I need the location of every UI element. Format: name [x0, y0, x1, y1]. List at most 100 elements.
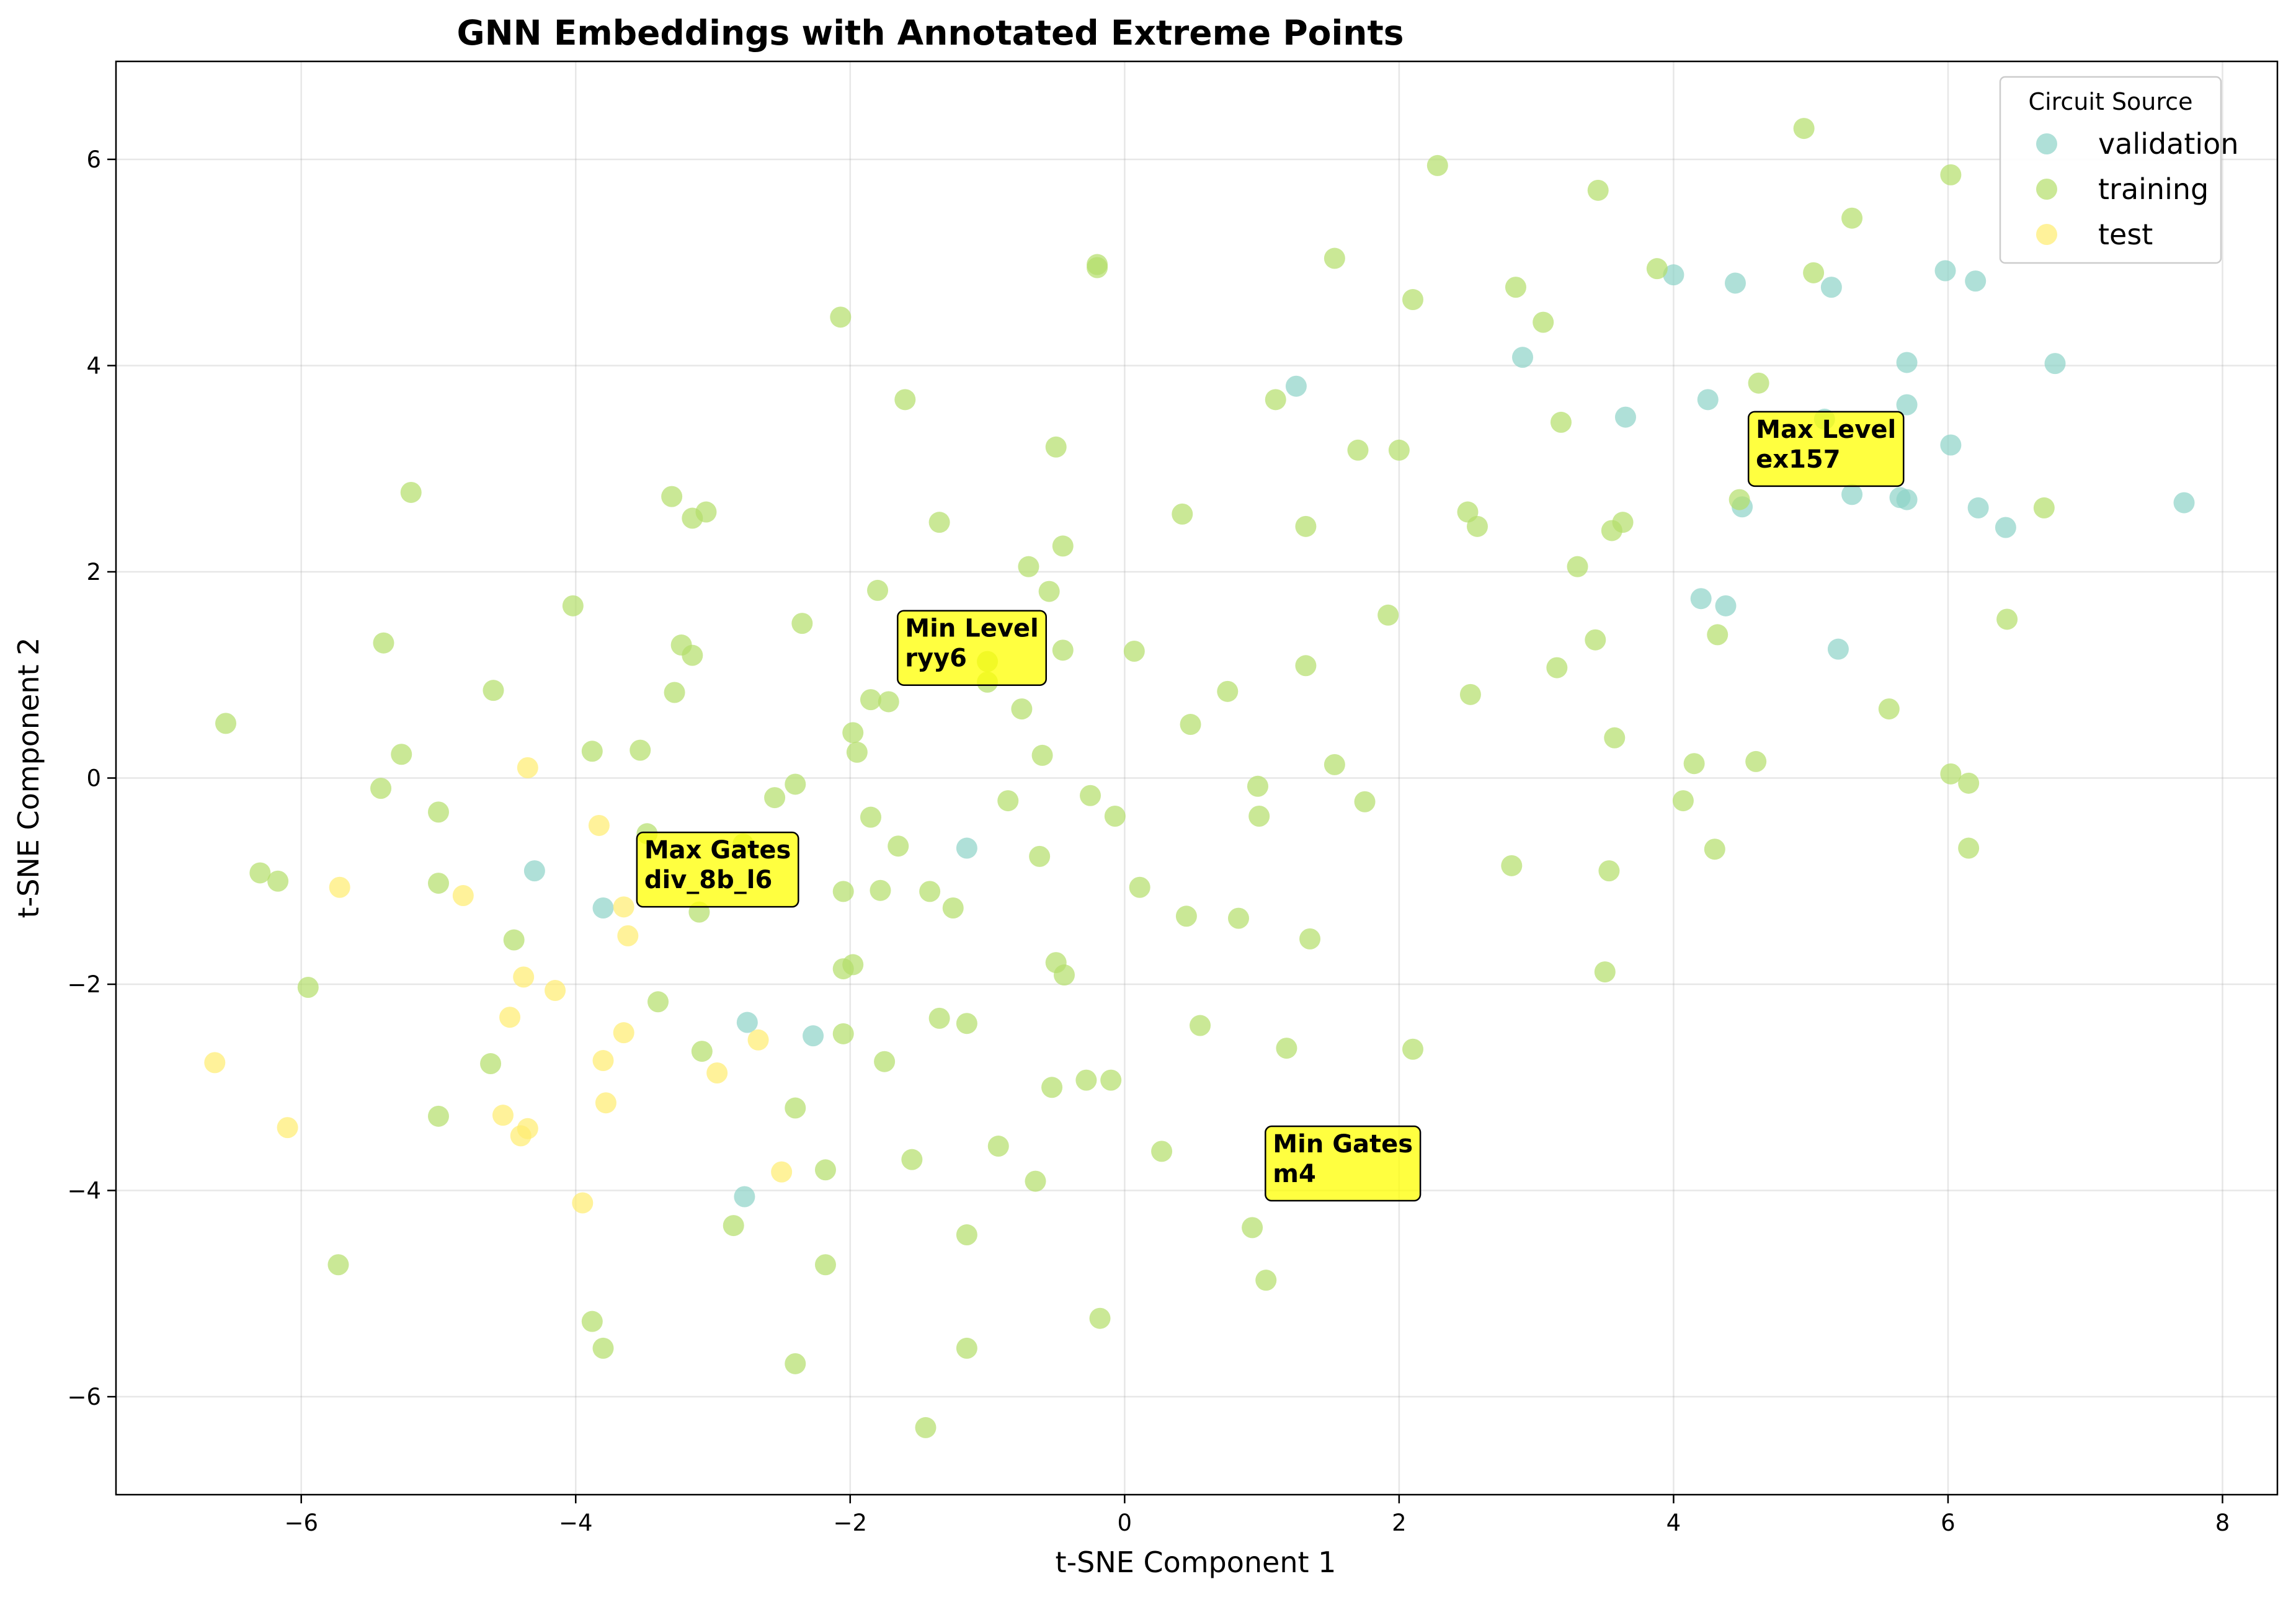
data-point-validation	[1724, 272, 1746, 294]
data-point-training	[483, 680, 504, 701]
data-point-training	[1704, 839, 1725, 860]
data-point-training	[956, 1013, 977, 1034]
data-point-training	[1276, 1038, 1297, 1059]
data-point-training	[400, 481, 422, 503]
data-point-training	[1041, 1077, 1063, 1098]
data-point-training	[901, 1149, 923, 1170]
data-point-training	[647, 991, 669, 1013]
data-point-test	[204, 1052, 226, 1074]
data-point-validation	[1820, 277, 1842, 298]
legend-marker-test	[2036, 224, 2057, 245]
data-point-training	[874, 1051, 896, 1072]
data-point-training	[1533, 311, 1554, 333]
data-point-training	[1546, 657, 1568, 678]
data-point-training	[1089, 1307, 1111, 1329]
data-point-training	[1217, 680, 1239, 702]
series-training	[215, 118, 2055, 1438]
data-point-test	[492, 1105, 514, 1126]
data-point-training	[327, 1254, 349, 1276]
data-point-training	[1029, 845, 1051, 867]
data-point-training	[1151, 1141, 1173, 1162]
data-point-training	[581, 741, 603, 762]
data-point-training	[785, 1353, 806, 1374]
data-point-validation	[734, 1186, 755, 1208]
data-point-validation	[1995, 517, 2016, 538]
data-point-training	[764, 787, 786, 809]
data-point-training	[1104, 806, 1126, 827]
data-point-training	[215, 713, 237, 734]
annotation-box	[897, 610, 1048, 686]
data-point-test	[329, 876, 350, 898]
data-point-training	[1594, 961, 1616, 983]
annotation-box	[636, 831, 799, 908]
data-point-test	[513, 966, 535, 988]
annotation-box	[1747, 411, 1905, 487]
data-point-training	[846, 741, 868, 763]
data-point-training	[1354, 791, 1376, 812]
data-point-training	[956, 1224, 977, 1246]
data-point-training	[592, 1337, 614, 1359]
legend-box	[1999, 76, 2222, 264]
data-point-training	[1053, 964, 1075, 986]
data-point-training	[1255, 1270, 1277, 1291]
data-point-training	[956, 1337, 977, 1359]
annotation-title: Max Gates	[644, 836, 791, 865]
data-point-validation	[1663, 264, 1684, 286]
annotation-box	[1265, 1125, 1422, 1202]
data-point-training	[427, 1105, 449, 1127]
data-point-training	[1347, 439, 1369, 461]
data-point-test	[572, 1192, 594, 1214]
data-point-training	[867, 579, 889, 601]
data-point-validation	[1940, 434, 1962, 456]
data-point-test	[499, 1007, 521, 1028]
y-axis-title: t-SNE Component 2	[12, 638, 45, 919]
data-point-training	[503, 929, 525, 951]
data-point-training	[1190, 1015, 1211, 1036]
x-tick-label: −4	[559, 1510, 593, 1536]
data-point-training	[1567, 556, 1588, 577]
data-point-training	[860, 689, 881, 711]
data-point-training	[832, 881, 854, 902]
data-point-training	[370, 778, 392, 799]
chart-title: GNN Embeddings with Annotated Extreme Po…	[456, 13, 1404, 53]
x-tick-label: −6	[284, 1510, 318, 1536]
data-point-training	[928, 1007, 950, 1029]
y-tick-label: −2	[67, 971, 101, 998]
data-point-training	[1180, 714, 1201, 736]
y-tick-label: 6	[86, 146, 101, 173]
y-tick-label: 0	[86, 765, 101, 792]
data-point-training	[297, 977, 319, 999]
data-point-training	[832, 1023, 854, 1044]
data-point-training	[1295, 655, 1317, 677]
data-point-training	[682, 507, 703, 529]
data-point-validation	[1896, 352, 1918, 373]
annotation-title: Min Level	[905, 615, 1038, 643]
data-point-training	[878, 691, 899, 713]
data-point-training	[870, 879, 891, 901]
data-point-training	[1745, 750, 1767, 772]
data-point-validation	[956, 837, 977, 859]
data-point-training	[723, 1215, 744, 1237]
data-point-training	[1175, 905, 1197, 927]
data-point-test	[277, 1117, 298, 1139]
data-point-training	[1045, 436, 1067, 458]
data-point-validation	[1690, 588, 1712, 610]
data-point-training	[1793, 118, 1815, 140]
data-point-training	[842, 954, 864, 976]
annotation-circuit-name: ryy6	[905, 644, 967, 673]
data-point-training	[427, 801, 449, 823]
data-point-training	[664, 682, 685, 703]
data-point-training	[1646, 258, 1668, 280]
data-point-training	[1729, 489, 1750, 510]
data-point-training	[1075, 1069, 1097, 1091]
x-axis-title: t-SNE Component 1	[1056, 1546, 1337, 1579]
data-point-training	[1996, 608, 2018, 630]
data-point-training	[562, 595, 584, 616]
data-point-training	[630, 739, 651, 761]
data-point-test	[517, 757, 538, 778]
data-point-validation	[803, 1025, 824, 1047]
